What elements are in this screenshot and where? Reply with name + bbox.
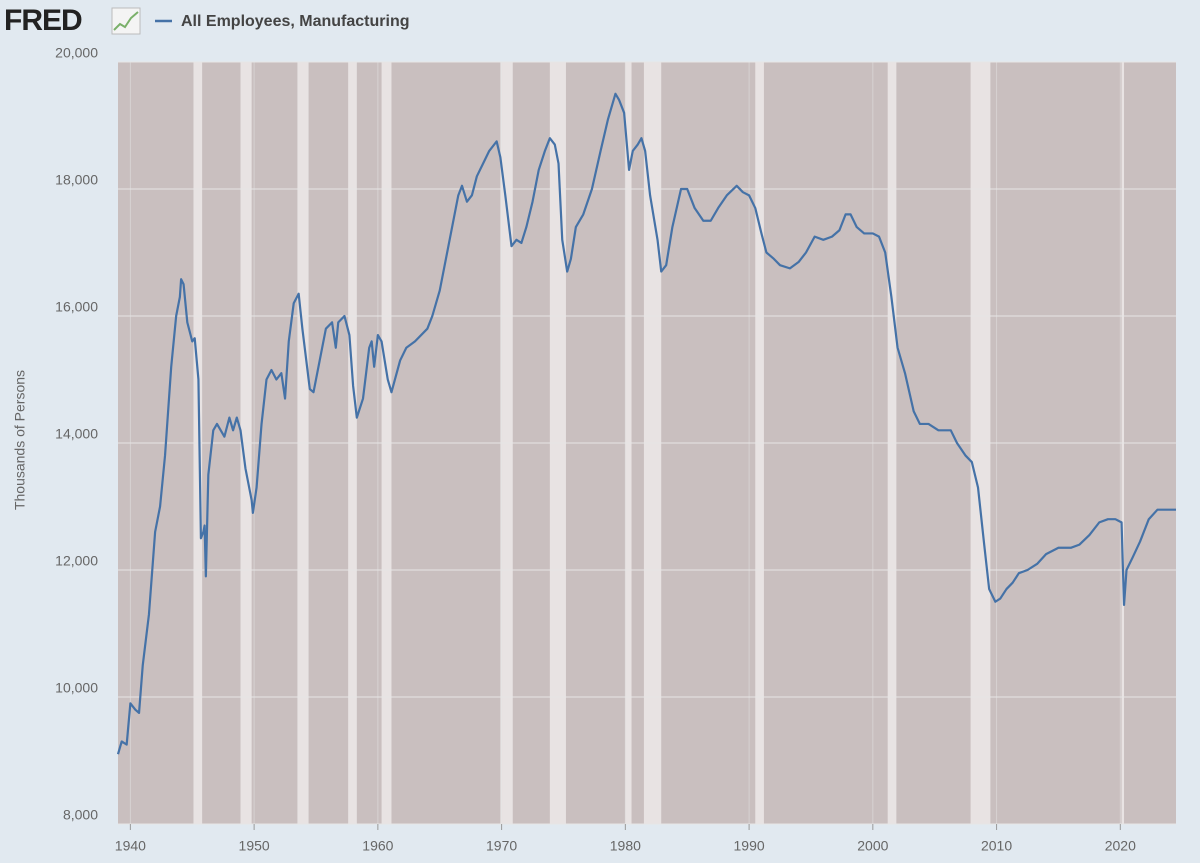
- legend-label: All Employees, Manufacturing: [181, 13, 409, 30]
- x-tick-label: 2000: [857, 838, 888, 854]
- y-tick-label: 18,000: [55, 172, 98, 188]
- y-tick-label: 10,000: [55, 680, 98, 696]
- x-tick-label: 1950: [239, 838, 270, 854]
- x-tick-label: 2010: [981, 838, 1012, 854]
- x-tick-label: 2020: [1105, 838, 1136, 854]
- logo-icon: [111, 7, 141, 35]
- y-tick-label: 8,000: [63, 807, 98, 823]
- x-tick-label: 1970: [486, 838, 517, 854]
- x-tick-label: 1980: [610, 838, 641, 854]
- series-line: [116, 92, 1176, 755]
- y-tick-label: 16,000: [55, 299, 98, 315]
- y-tick-label: 20,000: [55, 45, 98, 61]
- y-axis-label: Thousands of Persons: [12, 370, 28, 510]
- fred-logo: FRED: [4, 4, 141, 37]
- x-tick-label: 1940: [115, 838, 146, 854]
- y-tick-label: 12,000: [55, 553, 98, 569]
- x-tick-label: 1990: [734, 838, 765, 854]
- logo-icon-line: [113, 11, 139, 31]
- y-tick-label: 14,000: [55, 426, 98, 442]
- x-tick-label: 1960: [362, 838, 393, 854]
- logo-text: FRED: [4, 4, 82, 37]
